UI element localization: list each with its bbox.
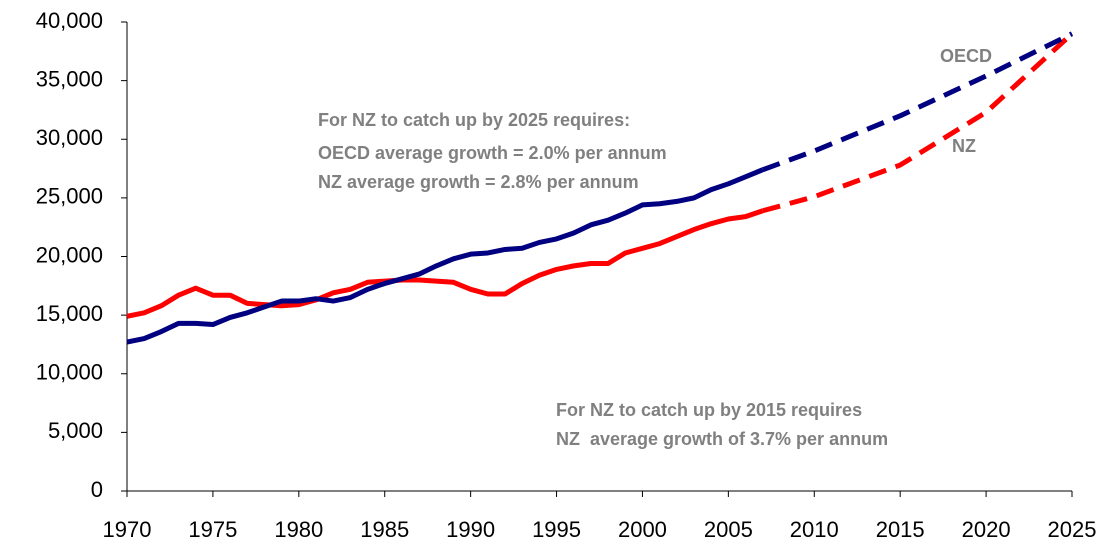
y-tick-label: 5,000 — [48, 418, 103, 443]
x-tick-label: 2010 — [790, 517, 839, 542]
projection-line — [761, 31, 1074, 173]
x-tick-label: 1975 — [188, 517, 237, 542]
annotation: For NZ to catch up by 2025 requires: — [318, 110, 630, 130]
y-tick-label: 25,000 — [36, 184, 103, 209]
x-tick-label: 1995 — [532, 517, 581, 542]
annotation: NZ average growth of 3.7% per annum — [556, 429, 888, 449]
x-tick-label: 2025 — [1048, 517, 1097, 542]
x-tick-label: 1990 — [446, 517, 495, 542]
x-tick-label: 2005 — [704, 517, 753, 542]
x-tick-label: 1970 — [103, 517, 152, 542]
projection-line — [762, 31, 1074, 214]
y-tick-label: 15,000 — [36, 301, 103, 326]
annotation: NZ average growth = 2.8% per annum — [318, 172, 639, 192]
series-line — [126, 208, 764, 319]
x-tick-label: 2015 — [876, 517, 925, 542]
series-line — [126, 167, 764, 345]
annotation: For NZ to catch up by 2015 requires — [556, 400, 862, 420]
y-tick-label: 35,000 — [36, 66, 103, 91]
x-tick-label: 2020 — [962, 517, 1011, 542]
y-tick-label: 40,000 — [36, 8, 103, 33]
x-tick-label: 2000 — [618, 517, 667, 542]
y-tick-label: 10,000 — [36, 360, 103, 385]
y-tick-label: 30,000 — [36, 125, 103, 150]
annotation: OECD average growth = 2.0% per annum — [318, 143, 667, 163]
x-tick-label: 1985 — [360, 517, 409, 542]
y-tick-label: 20,000 — [36, 242, 103, 267]
x-tick-label: 1980 — [274, 517, 323, 542]
series-label: OECD — [940, 46, 992, 66]
y-tick-label: 0 — [91, 477, 103, 502]
series-label: NZ — [952, 136, 976, 156]
